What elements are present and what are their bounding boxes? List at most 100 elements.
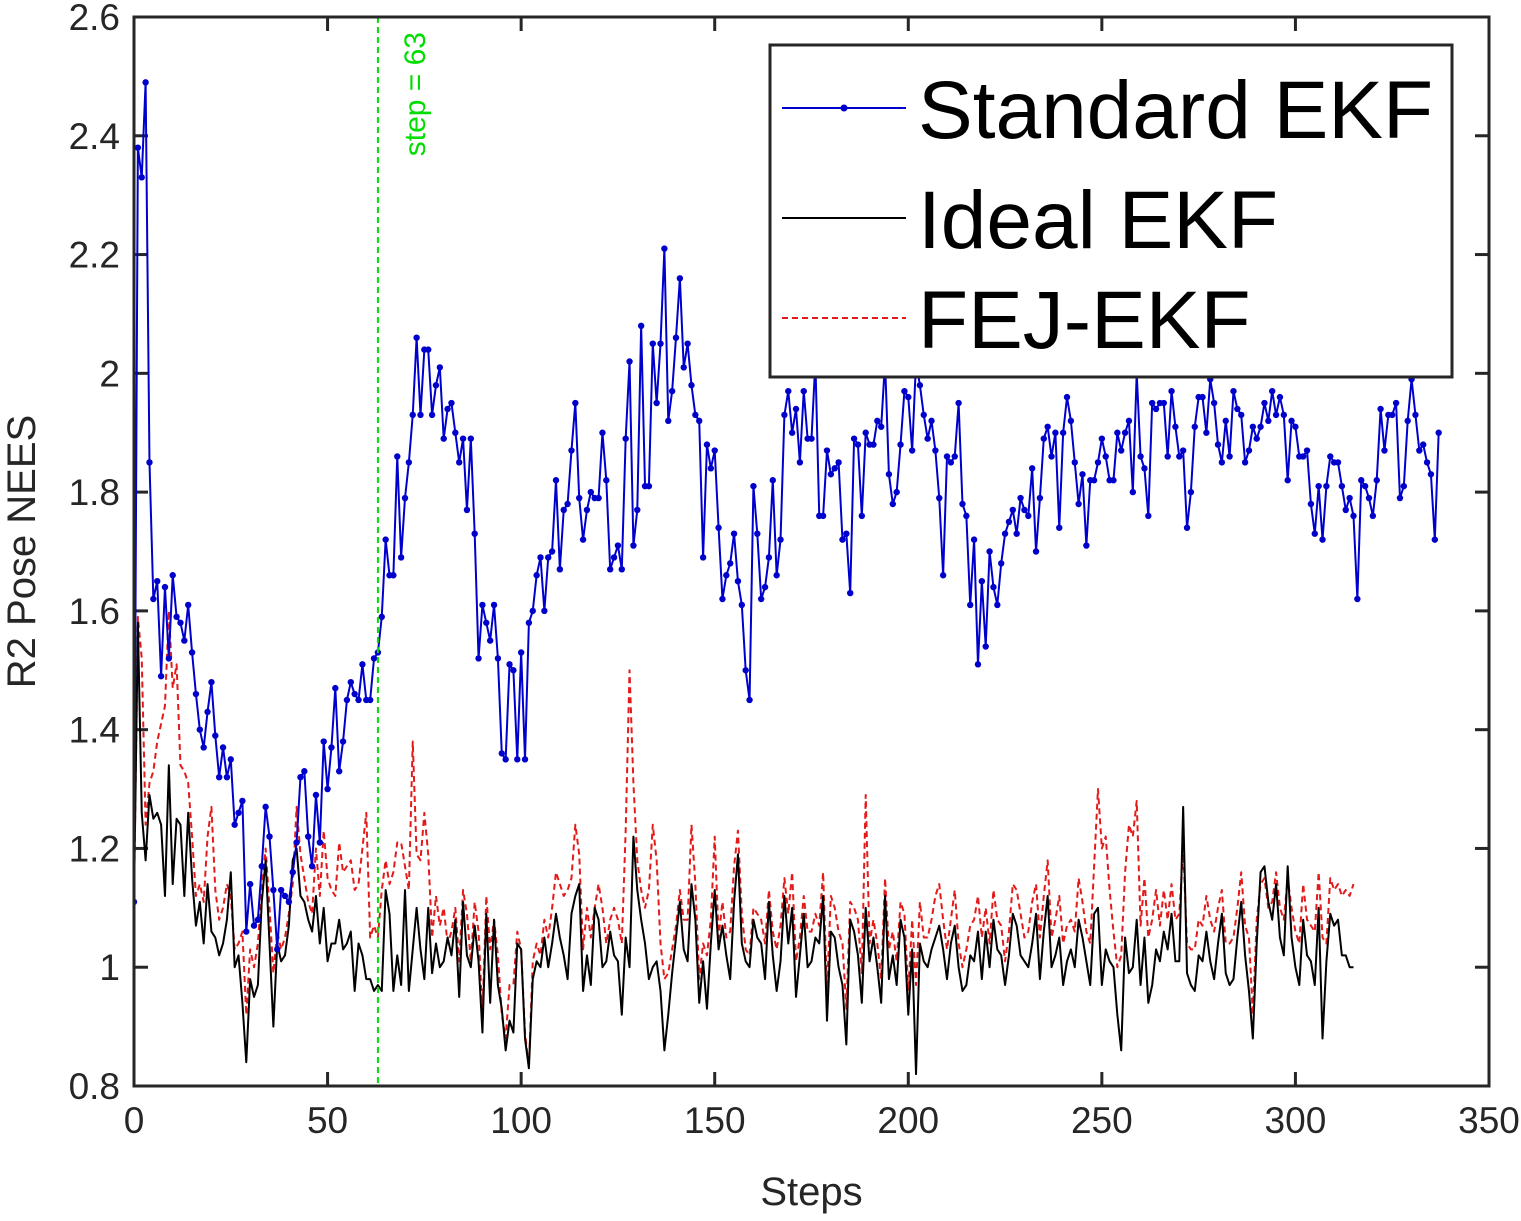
data-point bbox=[672, 334, 680, 341]
data-point bbox=[196, 726, 204, 733]
series-standard-ekf bbox=[134, 79, 1442, 953]
data-point bbox=[1021, 506, 1028, 514]
data-point bbox=[1377, 405, 1384, 413]
data-point bbox=[390, 572, 397, 579]
data-point bbox=[1288, 417, 1295, 425]
data-point bbox=[645, 482, 653, 490]
data-point bbox=[289, 869, 296, 876]
data-point bbox=[533, 572, 540, 579]
data-point bbox=[568, 447, 575, 454]
data-point bbox=[684, 340, 691, 347]
data-point bbox=[351, 690, 358, 698]
data-point bbox=[661, 245, 668, 252]
data-point bbox=[382, 536, 389, 543]
series-ideal-ekf bbox=[134, 621, 1354, 1076]
data-point bbox=[1427, 471, 1435, 478]
data-point bbox=[1238, 411, 1245, 419]
data-point bbox=[885, 471, 893, 478]
data-point bbox=[788, 429, 796, 436]
y-tick-label: 1 bbox=[99, 947, 120, 988]
y-tick-label: 1.8 bbox=[69, 472, 120, 513]
data-point bbox=[1141, 465, 1148, 472]
data-point bbox=[173, 613, 180, 621]
data-point bbox=[157, 673, 165, 680]
data-point bbox=[1257, 423, 1264, 430]
data-point bbox=[742, 667, 749, 674]
y-tick-label: 2.6 bbox=[69, 0, 120, 38]
data-point bbox=[467, 435, 475, 442]
y-tick-label: 2.2 bbox=[69, 235, 120, 276]
data-point bbox=[204, 708, 211, 716]
data-point bbox=[757, 595, 765, 603]
data-point bbox=[626, 358, 633, 365]
data-point bbox=[262, 803, 269, 811]
data-point bbox=[1365, 494, 1373, 502]
data-point bbox=[510, 667, 517, 674]
data-point bbox=[711, 447, 718, 454]
data-point bbox=[266, 833, 273, 840]
y-tick-label: 0.8 bbox=[69, 1066, 120, 1107]
data-point bbox=[235, 809, 242, 817]
data-point bbox=[223, 773, 231, 781]
legend-item-ideal-ekf: Ideal EKF bbox=[782, 175, 1278, 266]
data-point bbox=[1052, 429, 1059, 436]
data-point bbox=[897, 441, 904, 448]
data-point bbox=[359, 661, 366, 668]
data-point bbox=[1307, 500, 1315, 508]
y-tick-label: 2.4 bbox=[69, 116, 120, 157]
data-point bbox=[150, 595, 157, 603]
data-point bbox=[1272, 411, 1280, 419]
data-point bbox=[1199, 393, 1206, 401]
data-point bbox=[1179, 447, 1187, 454]
data-point bbox=[274, 946, 281, 953]
data-point bbox=[835, 459, 842, 466]
legend-label: FEJ-EKF bbox=[918, 275, 1251, 366]
y-tick-label: 1.4 bbox=[69, 710, 120, 751]
data-point bbox=[827, 471, 835, 478]
data-point bbox=[316, 839, 324, 846]
data-point bbox=[308, 863, 316, 870]
data-point bbox=[231, 821, 238, 828]
data-point bbox=[1435, 429, 1442, 436]
data-point bbox=[560, 506, 567, 514]
data-point bbox=[1234, 405, 1241, 413]
data-point bbox=[1040, 435, 1047, 442]
data-point bbox=[1048, 453, 1055, 460]
data-point bbox=[1187, 488, 1195, 496]
data-point bbox=[154, 577, 161, 585]
data-point bbox=[773, 572, 780, 579]
data-point bbox=[603, 477, 610, 484]
series-line bbox=[134, 621, 1354, 1076]
legend-label: Standard EKF bbox=[918, 65, 1433, 156]
data-point bbox=[564, 500, 571, 508]
data-point bbox=[200, 744, 207, 751]
data-point bbox=[994, 601, 1001, 609]
data-point bbox=[657, 340, 664, 347]
data-point bbox=[239, 797, 246, 805]
data-point bbox=[990, 583, 997, 591]
data-point bbox=[1276, 393, 1284, 401]
data-point bbox=[486, 637, 494, 644]
x-tick-label: 100 bbox=[490, 1100, 552, 1141]
data-point bbox=[1245, 447, 1253, 454]
data-point bbox=[219, 744, 227, 751]
data-point bbox=[1269, 387, 1276, 395]
data-point bbox=[545, 554, 552, 561]
data-point bbox=[1172, 423, 1179, 430]
data-point bbox=[606, 566, 614, 573]
data-point bbox=[959, 500, 966, 508]
x-tick-label: 250 bbox=[1071, 1100, 1133, 1141]
data-point bbox=[1152, 405, 1160, 413]
data-point bbox=[1392, 399, 1400, 407]
data-point bbox=[297, 773, 304, 781]
data-point bbox=[1218, 459, 1226, 466]
data-point bbox=[169, 572, 176, 579]
y-tick-label: 1.2 bbox=[69, 828, 120, 869]
data-point bbox=[281, 892, 289, 900]
data-point bbox=[754, 530, 761, 537]
data-point bbox=[409, 411, 416, 419]
data-point bbox=[254, 916, 262, 923]
data-point bbox=[696, 417, 703, 425]
data-point bbox=[1168, 387, 1175, 395]
data-point bbox=[138, 174, 145, 181]
